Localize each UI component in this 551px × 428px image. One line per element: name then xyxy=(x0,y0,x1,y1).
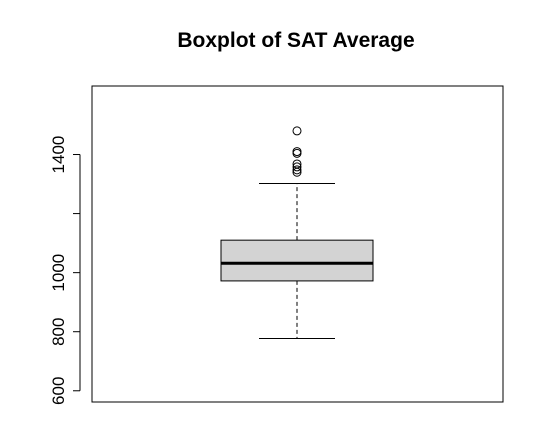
y-axis: 600 800 1000 1400 xyxy=(49,136,81,405)
chart-title: Boxplot of SAT Average xyxy=(177,29,414,52)
y-tick-label-600: 600 xyxy=(49,377,68,405)
box-group xyxy=(220,126,374,340)
outlier-point-1 xyxy=(292,165,302,175)
y-tick-label-800: 800 xyxy=(49,318,68,346)
y-tick-label-1000: 1000 xyxy=(49,254,68,292)
outlier-point-3 xyxy=(292,159,302,169)
iqr-box xyxy=(220,239,374,282)
outlier-point-5 xyxy=(292,147,302,157)
y-tick-label-1400: 1400 xyxy=(49,136,68,174)
plot-frame xyxy=(91,85,504,403)
outlier-point-2 xyxy=(292,162,302,172)
outlier-point-4 xyxy=(292,148,302,158)
outlier-point-6 xyxy=(292,126,302,136)
